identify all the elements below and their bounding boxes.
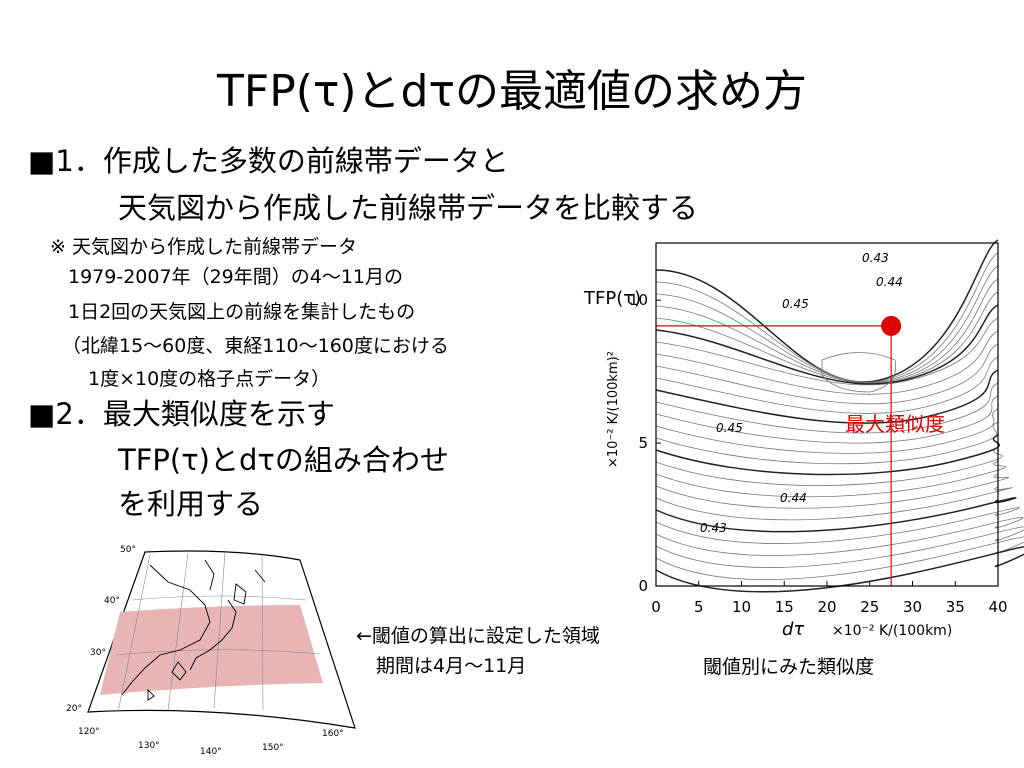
map-caption-line2: 期間は4月～11月 [376,655,527,677]
contour-line [655,516,1024,556]
contour-line [655,265,999,383]
item2-line1: 最大類似度を示す [102,397,335,431]
contour-label: 0.44 [876,275,903,289]
contour-line [655,447,1003,486]
map-axis-labels: 50° 40° 30° 20° 120° 130° 140° 150° 160° [66,545,344,757]
lat-label-40: 40° [104,596,120,606]
contour-labels: 0.43 0.44 0.45 0.45 0.44 0.43 [700,251,903,535]
contour-label: 0.45 [782,297,809,311]
x-axis-unit: ×10⁻² K/(100km) [832,623,952,639]
y-ticks: 0 5 10 [629,291,661,595]
bullet-square: ■ [28,397,56,431]
contour-line [821,352,897,393]
map-graticule [115,551,321,713]
note-line4: （北緯15～60度、東経110～160度における [62,335,449,357]
lon-label-120: 120° [78,727,100,737]
y-axis-unit: ×10⁻² K/(100km)² [606,351,621,468]
x-tick-label: 0 [651,598,661,616]
y-tick-label: 0 [638,577,648,595]
contour-line [655,252,999,383]
y-tick-label: 5 [638,434,648,452]
map-coastline [121,559,266,701]
contour-line [655,526,1024,568]
contour-line [655,291,999,384]
lat-label-30: 30° [90,648,106,658]
note-line5: 1度×10度の格子点データ） [88,368,331,390]
map-caption-line1: ←閾値の算出に設定した領域 [356,625,600,647]
chart-caption: 閾値別にみた類似度 [703,656,875,678]
contour-line [655,330,999,395]
max-similarity-point [881,315,902,336]
lon-label-140: 140° [200,747,222,757]
contour-line [655,486,1013,521]
contour-line [655,473,1010,509]
contour-label: 0.45 [716,421,743,435]
contour-line [655,239,999,383]
contour-label: 0.44 [780,491,807,505]
item2-line3: を利用する [118,487,264,521]
contour-line [655,536,1024,580]
lat-label-20: 20° [66,704,82,714]
x-ticks: 0 5 10 15 20 25 30 35 40 [651,581,1008,616]
contour-line [655,434,1001,476]
max-guides [656,325,892,586]
contour-line [655,395,999,444]
bullet-square: ■ [28,144,56,178]
contour-label: 0.43 [700,521,727,535]
x-axis-title: dτ [782,619,804,640]
x-tick-label: 10 [732,598,751,616]
contour-line [655,278,999,384]
item1-line1: 作成した多数の前線帯データと [102,144,509,178]
y-axis-title: TFP(τ) [583,288,641,309]
item1-number: 1． [55,144,103,178]
max-similarity-label: 最大類似度 [845,412,945,436]
contour-line [655,369,999,424]
x-tick-label: 40 [988,598,1007,616]
x-tick-label: 20 [817,598,836,616]
contour-line [655,460,1006,498]
x-tick-label: 30 [903,598,922,616]
note-line2: 1979-2007年（29年間）の4～11月の [68,266,404,288]
contour-lines [655,239,1024,593]
lon-label-150: 150° [262,743,284,753]
contour-line [655,356,999,414]
item2-line2: TFP(τ)とdτの組み合わせ [118,443,449,477]
contour-label: 0.43 [862,251,889,265]
lon-label-160: 160° [322,729,344,739]
contour-line [655,546,1024,593]
x-tick-label: 35 [946,598,965,616]
item2-header: ■2．最大類似度を示す [28,396,335,432]
note-line3: 1日2回の天気図上の前線を集計したもの [68,301,416,323]
note-line1-text: 天気図から作成した前線帯データ [71,236,357,258]
lon-label-130: 130° [138,741,160,751]
item1-header: ■1．作成した多数の前線帯データと [28,143,509,179]
contour-line [655,382,999,434]
slide-title: TFP(τ)とdτの最適値の求め方 [217,66,807,117]
contour-line [655,343,999,405]
y-tick-label: 10 [629,291,648,309]
contour-line [655,497,1017,533]
item2-number: 2． [55,397,103,431]
contour-line [655,507,1020,544]
contour-line [655,421,999,465]
x-tick-label: 25 [860,598,879,616]
x-tick-label: 5 [694,598,704,616]
note-mark: ※ [50,236,66,258]
contour-line [655,408,999,454]
lat-label-50: 50° [120,545,136,555]
x-tick-label: 15 [775,598,794,616]
note-line1: ※ 天気図から作成した前線帯データ [50,234,357,260]
item1-line2: 天気図から作成した前線帯データを比較する [118,191,699,225]
